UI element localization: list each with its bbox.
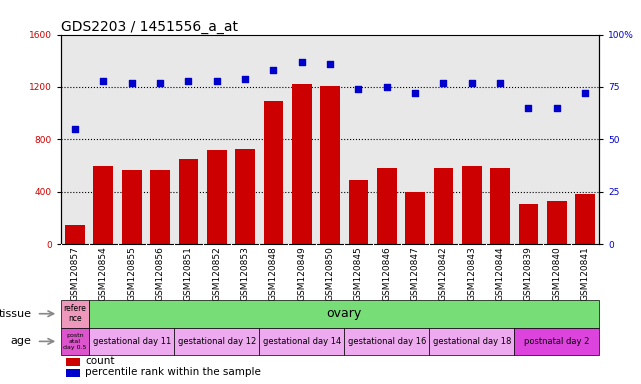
Bar	[207, 150, 227, 244]
Bar	[66, 369, 79, 377]
Point	[580, 90, 590, 96]
Text: GSM120849: GSM120849	[297, 246, 306, 301]
Text: tissue: tissue	[0, 309, 31, 319]
Point	[98, 78, 108, 84]
Point	[552, 105, 562, 111]
Text: GSM120846: GSM120846	[382, 246, 391, 301]
Bar	[178, 159, 198, 244]
Point	[467, 80, 477, 86]
Point	[353, 86, 363, 92]
Point	[183, 78, 194, 84]
Text: refere
nce: refere nce	[63, 304, 87, 323]
Bar	[122, 169, 142, 244]
Bar	[174, 328, 259, 355]
Text: gestational day 16: gestational day 16	[347, 337, 426, 346]
Bar	[320, 86, 340, 244]
Text: GSM120848: GSM120848	[269, 246, 278, 301]
Bar	[519, 204, 538, 244]
Bar	[344, 328, 429, 355]
Text: gestational day 18: gestational day 18	[433, 337, 511, 346]
Text: postn
atal
day 0.5: postn atal day 0.5	[63, 333, 87, 350]
Text: GSM120854: GSM120854	[99, 246, 108, 301]
Bar	[349, 180, 369, 244]
Text: GSM120857: GSM120857	[71, 246, 79, 301]
Text: GDS2203 / 1451556_a_at: GDS2203 / 1451556_a_at	[61, 20, 238, 33]
Point	[155, 80, 165, 86]
Text: gestational day 12: gestational day 12	[178, 337, 256, 346]
Bar	[433, 168, 453, 244]
Text: GSM120855: GSM120855	[128, 246, 137, 301]
Text: gestational day 14: gestational day 14	[263, 337, 341, 346]
Bar	[235, 149, 255, 244]
Bar	[66, 358, 79, 366]
Point	[325, 61, 335, 67]
Bar	[547, 201, 567, 244]
Text: GSM120845: GSM120845	[354, 246, 363, 301]
Text: age: age	[10, 336, 31, 346]
Bar	[150, 169, 170, 244]
Point	[495, 80, 505, 86]
Point	[410, 90, 420, 96]
Text: GSM120839: GSM120839	[524, 246, 533, 301]
Bar	[292, 84, 312, 244]
Text: GSM120851: GSM120851	[184, 246, 193, 301]
Bar	[490, 168, 510, 244]
Bar	[462, 166, 482, 244]
Text: GSM120856: GSM120856	[156, 246, 165, 301]
Text: GSM120843: GSM120843	[467, 246, 476, 301]
Point	[297, 59, 307, 65]
Bar	[61, 300, 89, 328]
Point	[212, 78, 222, 84]
Text: count: count	[85, 356, 115, 366]
Bar	[263, 101, 283, 244]
Point	[438, 80, 449, 86]
Point	[269, 67, 279, 73]
Point	[70, 126, 80, 132]
Text: GSM120841: GSM120841	[581, 246, 590, 301]
Text: GSM120842: GSM120842	[439, 246, 448, 301]
Text: GSM120850: GSM120850	[326, 246, 335, 301]
Text: GSM120853: GSM120853	[240, 246, 249, 301]
Bar	[94, 166, 113, 244]
Text: GSM120852: GSM120852	[212, 246, 221, 301]
Bar	[259, 328, 344, 355]
Text: GSM120847: GSM120847	[411, 246, 420, 301]
Bar	[575, 194, 595, 244]
Bar	[429, 328, 514, 355]
Text: ovary: ovary	[327, 307, 362, 320]
Point	[381, 84, 392, 90]
Bar	[61, 328, 89, 355]
Point	[240, 76, 250, 82]
Point	[127, 80, 137, 86]
Bar	[89, 328, 174, 355]
Bar	[65, 225, 85, 244]
Bar	[514, 328, 599, 355]
Text: percentile rank within the sample: percentile rank within the sample	[85, 367, 261, 377]
Text: GSM120840: GSM120840	[553, 246, 562, 301]
Text: postnatal day 2: postnatal day 2	[524, 337, 590, 346]
Bar	[405, 192, 425, 244]
Text: gestational day 11: gestational day 11	[92, 337, 171, 346]
Text: GSM120844: GSM120844	[495, 246, 504, 301]
Bar	[377, 168, 397, 244]
Point	[523, 105, 533, 111]
